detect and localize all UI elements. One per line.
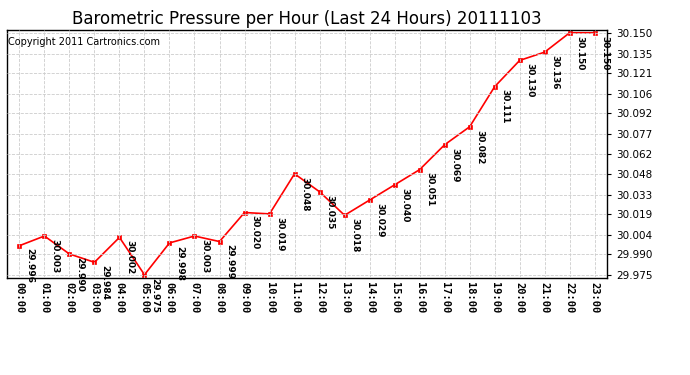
Text: 30.136: 30.136 bbox=[550, 55, 559, 89]
Text: 30.029: 30.029 bbox=[375, 203, 384, 237]
Text: 30.082: 30.082 bbox=[475, 130, 484, 164]
Text: 30.003: 30.003 bbox=[200, 239, 209, 273]
Text: 30.111: 30.111 bbox=[500, 90, 509, 124]
Text: 30.069: 30.069 bbox=[450, 147, 459, 182]
Text: 30.019: 30.019 bbox=[275, 217, 284, 251]
Text: 30.018: 30.018 bbox=[350, 218, 359, 252]
Text: 30.003: 30.003 bbox=[50, 239, 59, 273]
Text: 30.051: 30.051 bbox=[425, 172, 434, 207]
Title: Barometric Pressure per Hour (Last 24 Hours) 20111103: Barometric Pressure per Hour (Last 24 Ho… bbox=[72, 10, 542, 28]
Text: 29.998: 29.998 bbox=[175, 246, 184, 281]
Text: 30.020: 30.020 bbox=[250, 215, 259, 249]
Text: 30.040: 30.040 bbox=[400, 188, 409, 222]
Text: 30.035: 30.035 bbox=[325, 195, 334, 229]
Text: Copyright 2011 Cartronics.com: Copyright 2011 Cartronics.com bbox=[8, 38, 160, 47]
Text: 30.130: 30.130 bbox=[525, 63, 534, 98]
Text: 29.984: 29.984 bbox=[100, 265, 109, 300]
Text: 29.999: 29.999 bbox=[225, 244, 234, 279]
Text: 30.150: 30.150 bbox=[600, 36, 609, 70]
Text: 29.990: 29.990 bbox=[75, 257, 84, 292]
Text: 30.002: 30.002 bbox=[125, 240, 134, 274]
Text: 29.996: 29.996 bbox=[25, 249, 34, 284]
Text: 30.150: 30.150 bbox=[575, 36, 584, 70]
Text: 30.048: 30.048 bbox=[300, 177, 309, 211]
Text: 29.975: 29.975 bbox=[150, 278, 159, 312]
